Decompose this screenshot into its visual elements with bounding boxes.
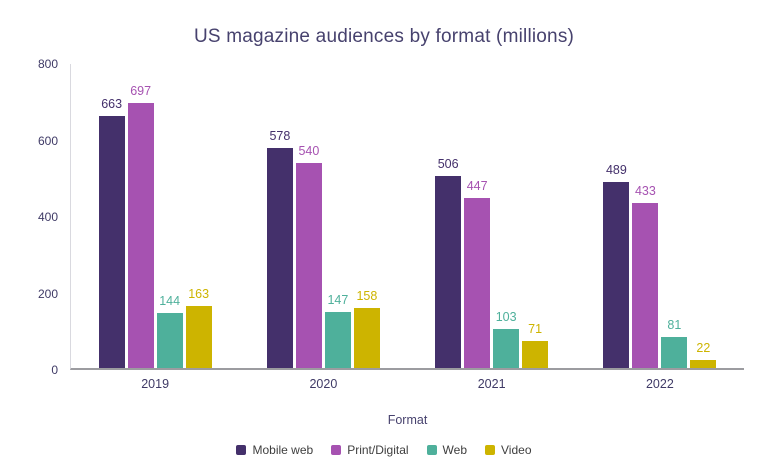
bar-value-label: 663	[101, 97, 123, 112]
bar-value-label: 697	[130, 84, 152, 99]
x-tick-label: 2020	[309, 377, 338, 391]
bar-column-mobile-web-2021: 506	[435, 64, 462, 368]
bar-mobile-web-2020	[266, 148, 293, 368]
bar-value-label: 578	[269, 129, 291, 144]
legend-swatch-icon	[236, 445, 247, 455]
bar-value-label: 144	[159, 294, 181, 309]
bar-column-video-2020: 158	[353, 64, 380, 368]
bar-value-label: 163	[188, 287, 210, 302]
chart-body: 0 200 400 600 800 663 697 144 163 578 540 147 158 50…	[12, 57, 744, 377]
legend: Mobile web Print/Digital Web Video	[0, 443, 768, 457]
bar-value-label: 489	[605, 163, 627, 178]
bar-value-label: 81	[667, 318, 682, 333]
bar-column-web-2020: 147	[324, 64, 351, 368]
y-tick-label: 0	[51, 363, 58, 377]
bar-value-label: 158	[356, 288, 378, 303]
bar-web-2019	[156, 313, 183, 368]
bar-value-label: 22	[696, 340, 711, 355]
bar-video-2019	[185, 306, 212, 368]
bar-video-2022	[690, 359, 717, 368]
legend-label: Mobile web	[252, 443, 314, 457]
bar-value-label: 506	[437, 156, 459, 171]
x-tick-label: 2019	[141, 377, 170, 391]
y-tick-label: 400	[37, 210, 58, 224]
y-tick-label: 600	[37, 133, 58, 148]
bar-column-web-2022: 81	[661, 64, 688, 368]
bar-value-label: 447	[466, 179, 488, 194]
bar-video-2021	[522, 341, 549, 368]
y-tick-label: 800	[37, 57, 58, 71]
bar-mobile-web-2021	[435, 175, 462, 368]
bar-web-2020	[324, 312, 351, 368]
x-axis-tick-labels: 2019 2020 2021 2022	[71, 377, 744, 391]
bar-column-video-2019: 163	[185, 64, 212, 368]
bar-column-mobile-web-2020: 578	[266, 64, 293, 368]
bar-value-label: 540	[298, 143, 320, 158]
legend-swatch-icon	[331, 445, 342, 455]
bar-group-2020: 578 540 147 158	[239, 64, 407, 368]
x-axis-title: Format	[387, 413, 428, 427]
bar-column-mobile-web-2022: 489	[603, 64, 630, 368]
bar-web-2021	[493, 328, 520, 368]
legend-label: Video	[501, 443, 532, 457]
bar-mobile-web-2022	[603, 182, 630, 368]
bar-value-label: 103	[495, 309, 517, 324]
bar-column-mobile-web-2019: 663	[98, 64, 125, 368]
bar-print-digital-2020	[295, 162, 322, 368]
legend-item-print-digital: Print/Digital	[331, 443, 409, 457]
bar-value-label: 433	[634, 184, 656, 199]
x-tick-label: 2022	[645, 377, 674, 391]
y-axis: 0 200 400 600 800	[12, 57, 70, 377]
legend-swatch-icon	[426, 445, 437, 455]
bar-column-video-2021: 71	[522, 64, 549, 368]
plot-area: 663 697 144 163 578 540 147 158 506 447 103 71 489 43…	[70, 64, 744, 370]
bar-column-print-digital-2021: 447	[464, 64, 491, 368]
bar-column-web-2021: 103	[493, 64, 520, 368]
bar-group-2022: 489 433 81 22	[576, 64, 744, 368]
bar-value-label: 147	[327, 293, 349, 308]
legend-item-mobile-web: Mobile web	[236, 443, 313, 457]
legend-label: Web	[442, 443, 468, 457]
bar-column-print-digital-2020: 540	[295, 64, 322, 368]
bar-value-label: 71	[528, 322, 543, 337]
bar-column-web-2019: 144	[156, 64, 183, 368]
bar-group-2021: 506 447 103 71	[408, 64, 576, 368]
bar-print-digital-2021	[464, 198, 491, 368]
bar-group-2019: 663 697 144 163	[71, 64, 239, 368]
legend-swatch-icon	[485, 445, 496, 455]
bar-video-2020	[353, 307, 380, 368]
bar-column-print-digital-2019: 697	[127, 64, 154, 368]
bar-web-2022	[661, 337, 688, 368]
bar-column-video-2022: 22	[690, 64, 717, 368]
bar-print-digital-2019	[127, 103, 154, 368]
x-tick-label: 2021	[477, 377, 506, 391]
chart-title: US magazine audiences by format (million…	[193, 26, 575, 47]
legend-item-video: Video	[485, 443, 532, 457]
bar-mobile-web-2019	[98, 116, 125, 368]
legend-label: Print/Digital	[347, 443, 409, 457]
bar-column-print-digital-2022: 433	[632, 64, 659, 368]
bar-print-digital-2022	[632, 203, 659, 368]
legend-item-web: Web	[426, 443, 468, 457]
y-tick-label: 200	[37, 286, 58, 301]
